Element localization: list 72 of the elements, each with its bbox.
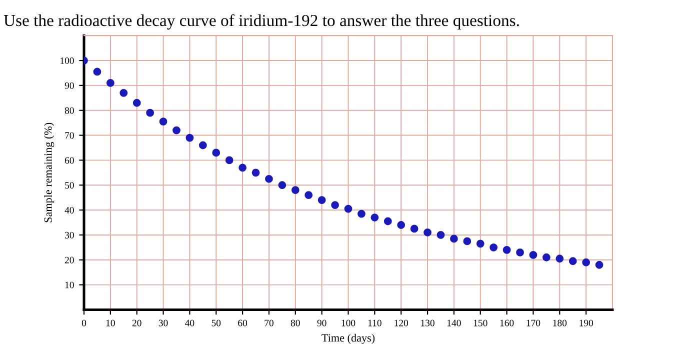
x-tick-label: 140 <box>448 320 461 326</box>
point <box>529 250 538 259</box>
point <box>225 156 234 164</box>
x-tick-label: 180 <box>553 320 567 326</box>
y-tick-label: 80 <box>64 107 74 114</box>
point <box>146 108 154 117</box>
point <box>265 174 273 183</box>
point <box>159 118 168 126</box>
point <box>358 210 366 218</box>
x-tick-label: 80 <box>290 320 300 326</box>
x-tick-label: 120 <box>394 320 408 326</box>
point <box>331 201 339 210</box>
point <box>424 228 432 236</box>
point <box>370 214 379 222</box>
x-tick-label: 30 <box>158 320 168 326</box>
x-tick-label: 160 <box>500 320 514 326</box>
point <box>252 168 260 177</box>
x-tick-label: 40 <box>185 320 194 326</box>
point <box>172 126 180 134</box>
point <box>516 248 524 256</box>
x-tick-label: 110 <box>368 320 382 326</box>
point <box>186 134 194 142</box>
x-axis-title: Time (days) <box>322 334 375 344</box>
point <box>490 243 498 252</box>
y-tick-label: 100 <box>60 57 74 64</box>
point <box>304 191 313 200</box>
y-tick-label: 40 <box>64 206 74 214</box>
point <box>238 164 246 172</box>
x-tick-label: 60 <box>238 320 248 326</box>
point <box>476 240 484 248</box>
x-tick-label: 10 <box>106 320 115 326</box>
point <box>120 88 128 97</box>
point <box>436 231 445 239</box>
point <box>502 246 511 254</box>
y-tick-label: 10 <box>65 282 74 288</box>
point <box>318 196 326 204</box>
point <box>556 254 564 263</box>
point <box>291 186 300 194</box>
chart-title: Use the radioactive decay curve of iridium-192 to answer the three questions. <box>4 14 519 30</box>
y-tick-label: 30 <box>65 232 74 238</box>
point <box>595 260 604 269</box>
x-tick-label: 130 <box>421 320 434 326</box>
x-tick-label: 70 <box>264 320 274 326</box>
point <box>463 237 472 246</box>
point <box>384 217 392 226</box>
x-tick-label: 190 <box>580 320 593 326</box>
x-tick-label: 90 <box>317 320 326 326</box>
point <box>198 141 207 150</box>
point <box>278 181 286 190</box>
x-tick-label: 150 <box>474 320 488 326</box>
y-tick-label: 90 <box>64 82 74 89</box>
y-tick-label: 20 <box>64 256 74 264</box>
point <box>568 257 577 266</box>
x-tick-label: 100 <box>342 320 356 326</box>
x-tick-label: 170 <box>526 320 540 326</box>
point <box>93 68 102 76</box>
y-tick-label: 60 <box>64 157 74 164</box>
point <box>344 204 352 213</box>
point <box>106 78 114 87</box>
x-tick-label: 0 <box>82 320 86 326</box>
y-tick-label: 50 <box>65 182 74 189</box>
point <box>450 234 458 243</box>
point <box>410 224 418 233</box>
y-tick-label: 70 <box>65 132 74 139</box>
point <box>132 98 141 107</box>
point <box>212 148 220 157</box>
point <box>582 258 590 266</box>
point <box>542 253 550 262</box>
point <box>397 221 406 229</box>
y-axis-title: Sample remaining (%) <box>44 122 54 222</box>
x-tick-label: 20 <box>132 320 142 326</box>
x-tick-label: 50 <box>212 320 221 326</box>
